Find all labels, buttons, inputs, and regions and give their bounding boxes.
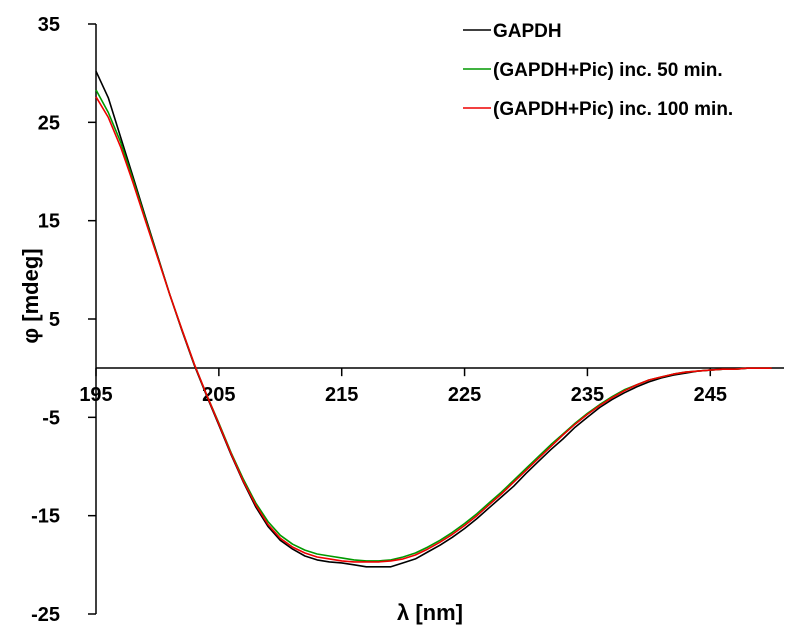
series-layer	[95, 70, 772, 568]
y-axis-title: φ [mdeg]	[18, 248, 43, 343]
legend-label: GAPDH	[493, 21, 562, 42]
y-tick-label: 5	[49, 309, 60, 331]
y-tick-label: 35	[38, 14, 60, 36]
legend-label: (GAPDH+Pic) inc. 100 min.	[493, 99, 733, 120]
series-line-1	[95, 89, 772, 562]
y-tick-label: 15	[38, 211, 60, 233]
y-tick-label: -15	[31, 506, 60, 528]
y-tick-label: 25	[38, 112, 60, 134]
x-axis-title: λ [nm]	[397, 600, 463, 625]
x-tick-label: 225	[448, 384, 481, 406]
series-line-2	[95, 96, 772, 563]
x-ticks: 195 205 215 225 235 245	[79, 368, 727, 406]
x-tick-label: 205	[202, 384, 235, 406]
series-line-0	[95, 70, 772, 568]
legend-label: (GAPDH+Pic) inc. 50 min.	[493, 60, 723, 81]
y-tick-label: -5	[42, 407, 60, 429]
x-tick-label: 215	[325, 384, 358, 406]
y-tick-label: -25	[31, 604, 60, 626]
x-tick-label: 245	[694, 384, 727, 406]
y-ticks: 35 25 15 5 -5 -15 -25	[31, 14, 96, 626]
x-tick-label: 195	[79, 384, 112, 406]
x-tick-label: 235	[571, 384, 604, 406]
legend: GAPDH (GAPDH+Pic) inc. 50 min. (GAPDH+Pic)…	[463, 21, 733, 120]
